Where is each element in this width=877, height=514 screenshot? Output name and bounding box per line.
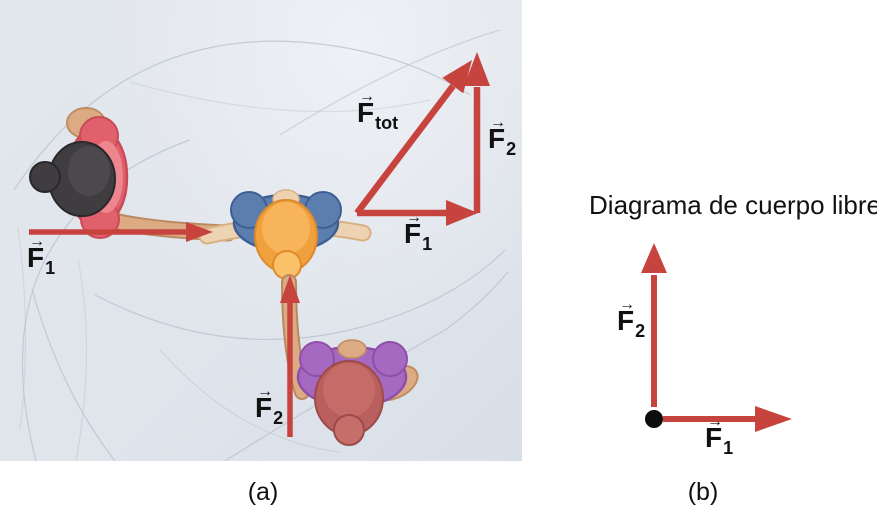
- panel-a-scene: [13, 29, 509, 461]
- f2-scene-label: → F2: [255, 383, 284, 428]
- pusher-left-illustration: [29, 107, 237, 242]
- panel-a: [0, 0, 522, 461]
- vector-arrow-icon: →: [257, 383, 273, 400]
- panel-b-caption: (b): [687, 478, 719, 506]
- vector-arrow-icon: →: [707, 413, 723, 430]
- f1-component-arrow: [357, 200, 478, 226]
- f1-arrow: [29, 222, 213, 242]
- fbd-f1-label: → F1: [705, 413, 734, 458]
- ftot-triangle-label: → Ftot: [357, 88, 399, 133]
- ftot-arrow: [354, 60, 472, 215]
- free-body-diagram-title: Diagrama de cuerpo libre: [589, 190, 877, 220]
- vector-triangle: [354, 52, 490, 226]
- pusher-bottom-illustration: [281, 274, 419, 446]
- f1-triangle-label: → F1: [404, 209, 433, 254]
- vector-arrow-icon: →: [359, 88, 375, 105]
- vector-arrow-icon: →: [29, 233, 45, 250]
- scene-force-arrows: [29, 222, 300, 437]
- f1-scene-label: → F1: [27, 233, 56, 278]
- panel-a-caption: (a): [247, 478, 279, 506]
- f2-component-arrow: [464, 52, 490, 213]
- fbd-f1-arrow: [663, 406, 792, 432]
- fbd-f2-arrow: [641, 243, 667, 407]
- origin-dot: [645, 410, 663, 428]
- f2-arrow: [280, 275, 300, 437]
- vector-arrow-icon: →: [619, 296, 635, 313]
- vector-arrow-icon: →: [490, 114, 506, 131]
- f2-triangle-label: → F2: [488, 114, 517, 159]
- fbd-f2-label: → F2: [617, 296, 646, 341]
- vector-arrow-icon: →: [406, 209, 422, 226]
- free-body-diagram: [641, 243, 792, 432]
- skater-center-illustration: [198, 189, 372, 280]
